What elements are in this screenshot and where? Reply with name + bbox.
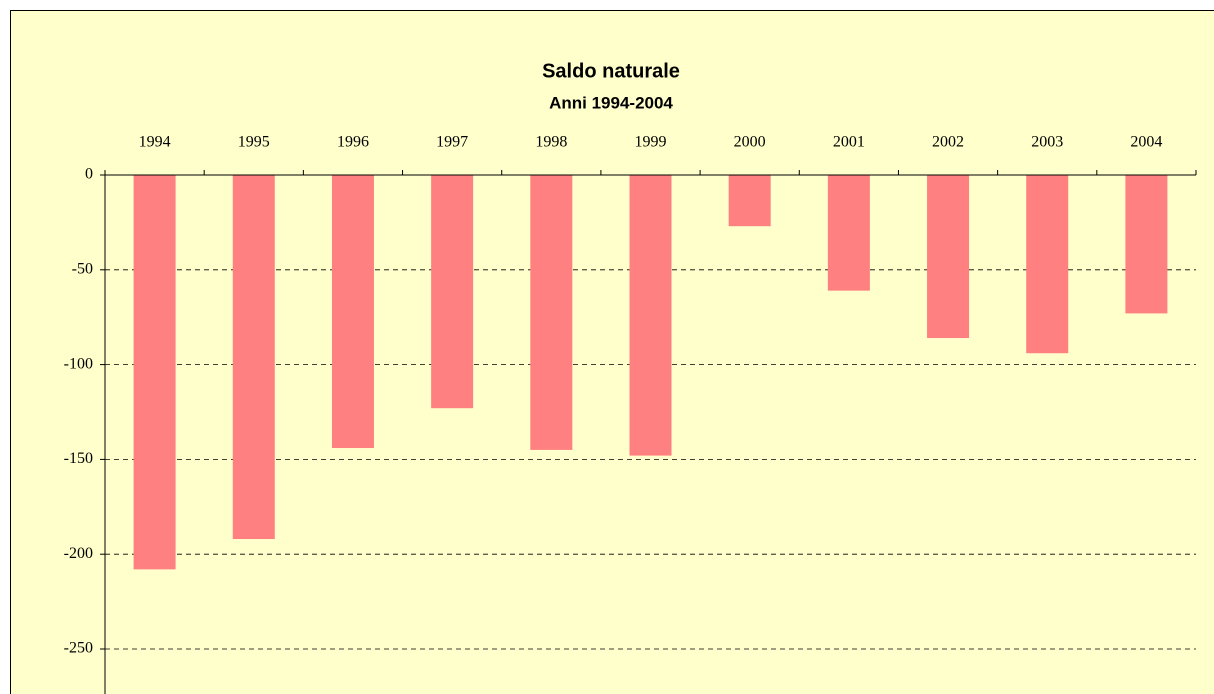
bar <box>133 175 176 570</box>
x-tick-label: 1995 <box>238 134 270 151</box>
x-tick-label: 1998 <box>535 134 567 151</box>
chart-subtitle: Anni 1994-2004 <box>549 93 673 112</box>
x-tick-label: 1996 <box>337 134 369 151</box>
bar <box>629 175 672 456</box>
bar <box>728 175 771 227</box>
x-tick-label: 1997 <box>436 134 468 151</box>
x-tick-label: 1994 <box>139 134 171 151</box>
bar <box>331 175 374 449</box>
y-tick-label: -150 <box>64 450 93 467</box>
x-tick-label: 2002 <box>932 134 964 151</box>
x-tick-label: 2001 <box>833 134 865 151</box>
bar <box>927 175 970 339</box>
x-tick-label: 1999 <box>635 134 667 151</box>
x-tick-label: 2000 <box>734 134 766 151</box>
bar <box>827 175 870 291</box>
chart-area <box>10 10 1214 694</box>
y-tick-label: -50 <box>72 260 93 277</box>
y-tick-label: -200 <box>64 545 93 562</box>
bar <box>530 175 573 450</box>
x-tick-label: 2003 <box>1031 134 1063 151</box>
bar <box>431 175 474 409</box>
y-tick-label: -250 <box>64 640 93 657</box>
x-tick-label: 2004 <box>1130 134 1162 151</box>
chart-title: Saldo naturale <box>542 60 680 82</box>
bar <box>1125 175 1168 314</box>
y-tick-label: -100 <box>64 355 93 372</box>
y-tick-label: 0 <box>85 166 93 183</box>
bar <box>232 175 275 540</box>
bar <box>1026 175 1069 354</box>
